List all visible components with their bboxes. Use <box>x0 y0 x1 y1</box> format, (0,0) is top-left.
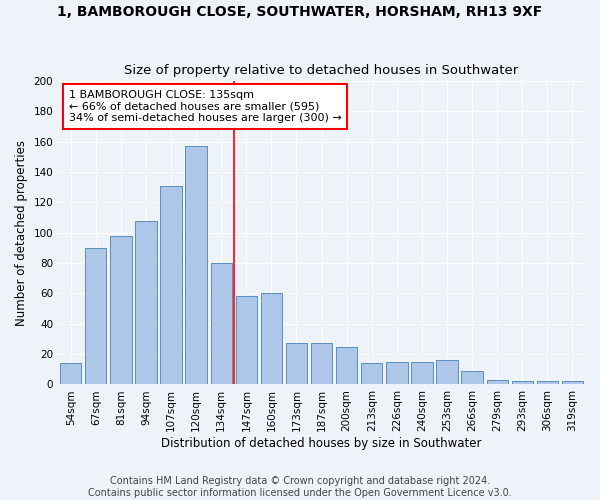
Y-axis label: Number of detached properties: Number of detached properties <box>15 140 28 326</box>
Bar <box>136 220 157 384</box>
Bar <box>512 382 533 384</box>
Bar <box>211 263 232 384</box>
Bar <box>185 146 207 384</box>
Text: Contains HM Land Registry data © Crown copyright and database right 2024.
Contai: Contains HM Land Registry data © Crown c… <box>88 476 512 498</box>
Bar <box>336 346 358 385</box>
Bar <box>286 344 307 384</box>
Bar <box>60 363 82 384</box>
Bar <box>461 371 483 384</box>
Bar <box>261 294 282 384</box>
Bar <box>562 382 583 384</box>
Bar <box>487 380 508 384</box>
Bar <box>311 344 332 384</box>
Text: 1, BAMBOROUGH CLOSE, SOUTHWATER, HORSHAM, RH13 9XF: 1, BAMBOROUGH CLOSE, SOUTHWATER, HORSHAM… <box>58 5 542 19</box>
Bar <box>386 362 407 384</box>
Bar <box>436 360 458 384</box>
Bar <box>110 236 131 384</box>
X-axis label: Distribution of detached houses by size in Southwater: Distribution of detached houses by size … <box>161 437 482 450</box>
Bar <box>361 363 382 384</box>
Bar <box>411 362 433 384</box>
Bar <box>236 296 257 384</box>
Bar <box>85 248 106 384</box>
Text: 1 BAMBOROUGH CLOSE: 135sqm
← 66% of detached houses are smaller (595)
34% of sem: 1 BAMBOROUGH CLOSE: 135sqm ← 66% of deta… <box>69 90 341 123</box>
Bar <box>537 382 558 384</box>
Bar <box>160 186 182 384</box>
Title: Size of property relative to detached houses in Southwater: Size of property relative to detached ho… <box>124 64 519 77</box>
